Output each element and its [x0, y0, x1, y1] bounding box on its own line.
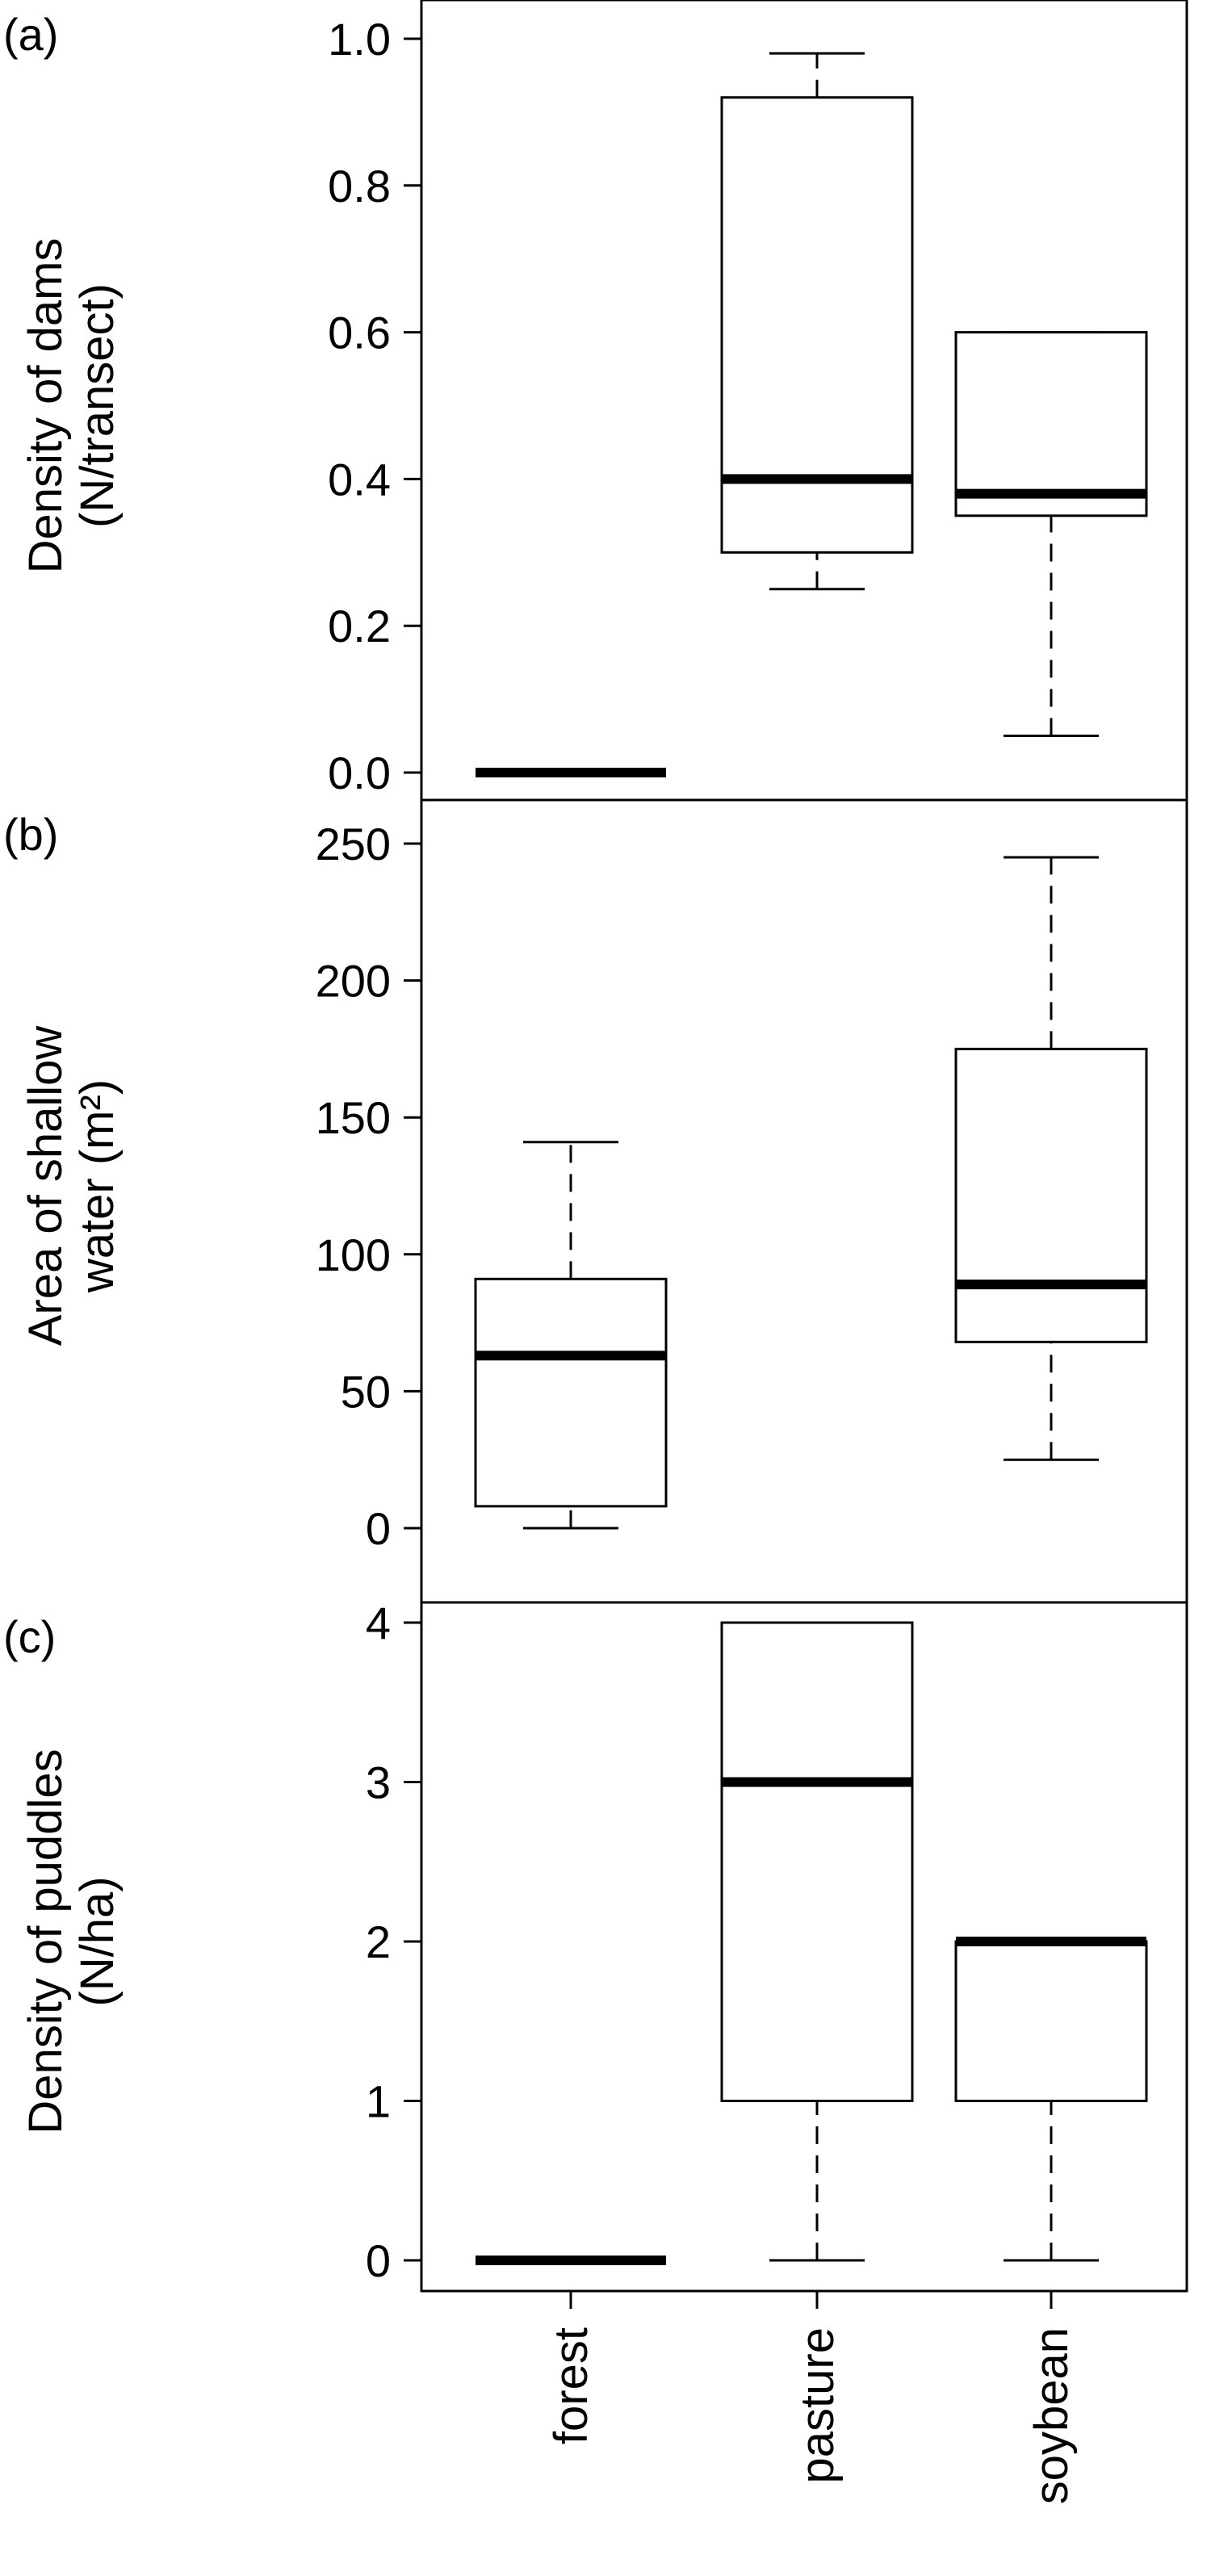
y-tick-label: 1.0	[328, 14, 391, 65]
y-tick-label: 2	[366, 1916, 391, 1967]
y-tick-label: 4	[366, 1598, 391, 1648]
box-iqr	[720, 96, 914, 554]
box-forest	[474, 1141, 668, 1530]
y-axis-label: (N/transect)	[71, 283, 124, 528]
box-iqr	[954, 331, 1148, 517]
box-soybean	[954, 856, 1148, 1461]
box-pasture	[720, 1621, 914, 2262]
panel-1: (a) 0.0 0.2 0.4 0.6 0.8 1.0 Density of dams (N/t…	[3, 0, 1188, 802]
y-tick-label: 0	[366, 2235, 391, 2286]
y-tick-label: 50	[341, 1366, 391, 1417]
box-pasture	[720, 52, 914, 591]
box-iqr	[954, 1047, 1148, 1343]
panel-2: (b) 0 50 100 150 200 250 Area of shallow water (…	[3, 798, 1188, 1604]
box-iqr	[474, 1277, 668, 1508]
y-axis-label: Area of shallow	[19, 1025, 72, 1347]
y-axis-label: Density of dams	[19, 238, 72, 574]
y-tick-label: 250	[316, 819, 391, 869]
y-axis-label: water (m²)	[71, 1079, 124, 1293]
y-tick-label: 0	[366, 1503, 391, 1554]
panel-3: (c) 0 1 2 3 4 Density of puddles (N/ha) forest pa…	[3, 1598, 1188, 2504]
x-tick-label: pasture	[791, 2327, 844, 2483]
box-soybean	[954, 1937, 1148, 2262]
box-iqr	[954, 1940, 1148, 2102]
panel-label: (a)	[3, 9, 58, 60]
box-soybean	[954, 331, 1148, 738]
y-tick-label: 150	[316, 1092, 391, 1143]
panels: (a) 0.0 0.2 0.4 0.6 0.8 1.0 Density of dams (N/t…	[3, 0, 1188, 2504]
y-tick-label: 1	[366, 2076, 391, 2127]
plot-frame	[420, 1601, 1188, 2293]
x-tick-label: soybean	[1025, 2327, 1078, 2504]
y-tick-label: 100	[316, 1229, 391, 1280]
y-tick-label: 0.6	[328, 308, 391, 358]
y-tick-label: 3	[366, 1757, 391, 1808]
panel-label: (b)	[3, 809, 58, 860]
y-tick-label: 0.4	[328, 454, 391, 505]
panel-label: (c)	[3, 1611, 56, 1662]
y-tick-label: 0.8	[328, 161, 391, 212]
y-tick-label: 0.0	[328, 748, 391, 798]
y-axis-label: Density of puddles	[19, 1749, 72, 2134]
y-axis-label: (N/ha)	[71, 1876, 124, 2006]
x-tick-label: forest	[545, 2327, 597, 2444]
y-tick-label: 200	[316, 956, 391, 1007]
box-iqr	[720, 1621, 914, 2102]
y-tick-label: 0.2	[328, 601, 391, 651]
